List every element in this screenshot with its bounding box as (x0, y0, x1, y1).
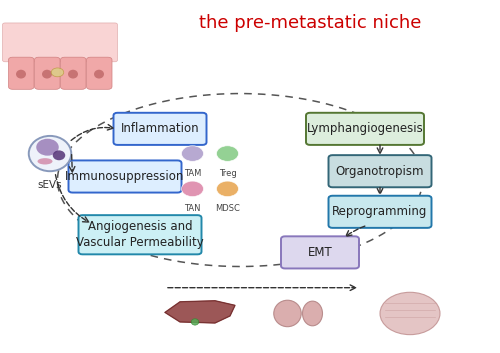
Ellipse shape (191, 319, 199, 325)
FancyBboxPatch shape (34, 57, 60, 89)
FancyBboxPatch shape (60, 57, 86, 89)
Ellipse shape (68, 70, 78, 79)
Ellipse shape (16, 70, 26, 79)
FancyBboxPatch shape (2, 23, 117, 62)
FancyBboxPatch shape (78, 215, 202, 254)
Circle shape (216, 181, 238, 197)
Text: Immunosuppression: Immunosuppression (66, 170, 184, 183)
Polygon shape (165, 301, 235, 323)
Text: Treg: Treg (218, 169, 236, 178)
Circle shape (380, 292, 440, 335)
FancyBboxPatch shape (8, 57, 34, 89)
FancyBboxPatch shape (114, 113, 206, 145)
FancyBboxPatch shape (306, 113, 424, 145)
FancyBboxPatch shape (281, 237, 359, 269)
Text: Lymphangiogenesis: Lymphangiogenesis (306, 122, 424, 135)
FancyBboxPatch shape (328, 196, 432, 228)
Ellipse shape (36, 139, 59, 156)
Ellipse shape (29, 136, 72, 171)
Text: the pre-metastatic niche: the pre-metastatic niche (199, 14, 421, 32)
Ellipse shape (38, 158, 52, 164)
Text: Inflammation: Inflammation (120, 122, 200, 135)
Text: Reprogramming: Reprogramming (332, 205, 428, 218)
Text: Organotropism: Organotropism (336, 165, 424, 178)
FancyBboxPatch shape (86, 57, 112, 89)
Ellipse shape (274, 300, 301, 327)
Ellipse shape (53, 150, 65, 160)
Circle shape (182, 181, 204, 197)
Text: EMT: EMT (308, 246, 332, 259)
Text: TAM: TAM (184, 169, 201, 178)
FancyBboxPatch shape (68, 160, 182, 193)
Text: Angiogenesis and
Vascular Permeability: Angiogenesis and Vascular Permeability (76, 220, 204, 249)
Ellipse shape (42, 70, 52, 79)
Text: sEVs: sEVs (38, 180, 62, 190)
Circle shape (182, 146, 204, 161)
Text: MDSC: MDSC (215, 204, 240, 213)
Ellipse shape (52, 68, 64, 77)
Text: TAN: TAN (184, 204, 201, 213)
Circle shape (216, 146, 238, 161)
FancyBboxPatch shape (328, 155, 432, 187)
Ellipse shape (94, 70, 104, 79)
Ellipse shape (302, 301, 322, 326)
